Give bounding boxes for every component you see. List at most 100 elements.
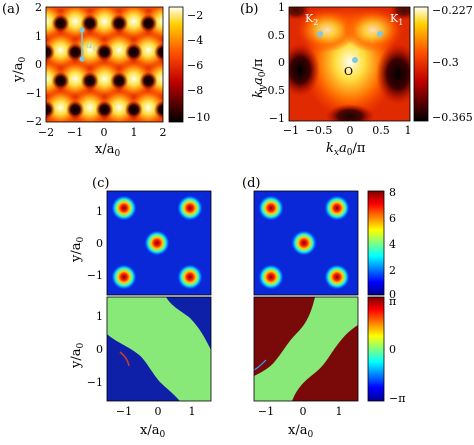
- heatmap-maximum: [129, 146, 167, 184]
- svg-text:−1: −1: [269, 112, 285, 125]
- heatmap-minimum: [66, 100, 85, 119]
- panel-c-yticks-top: 1 0 −1: [87, 205, 103, 282]
- heatmap-minimum: [183, 158, 201, 176]
- svg-text:4: 4: [389, 238, 396, 251]
- heatmap-maximum: [100, 31, 139, 70]
- heatmap-minimum: [139, 129, 157, 147]
- heatmap-minimum: [51, 71, 70, 90]
- svg-text:1: 1: [96, 205, 103, 218]
- panel-b-heatmap: [289, 7, 410, 121]
- heatmap-minimum: [154, 43, 163, 62]
- heatmap-minimum: [80, 71, 99, 90]
- panel-b-yticks: 1 0.5 0 −0.5 −1: [258, 1, 285, 125]
- density-peak: [177, 195, 203, 221]
- panel-c-xticks: −1 0 1: [116, 405, 196, 418]
- panel-c-ylabel-top: y/a0: [69, 237, 86, 263]
- heatmap-maximum: [188, 146, 226, 184]
- heatmap-maximum: [150, 117, 163, 122]
- svg-text:−0.5: −0.5: [258, 84, 285, 97]
- svg-text:−1: −1: [87, 269, 103, 282]
- svg-text:−0.3: −0.3: [432, 56, 459, 69]
- svg-text:2: 2: [35, 1, 42, 14]
- svg-text:8: 8: [389, 186, 396, 199]
- heatmap-maximum: [114, 59, 153, 98]
- panel-c-ylabel-bottom: y/a0: [69, 343, 86, 369]
- panel-a-label: (a): [2, 2, 20, 17]
- svg-text:0: 0: [278, 56, 285, 69]
- svg-text:−6: −6: [187, 59, 203, 72]
- panel-c-phase-frame: [106, 296, 212, 402]
- panel-a-frame: [45, 6, 164, 123]
- panel-b: (b) K2 K1 O −1 −0.5 0 0.5 1 1: [240, 1, 473, 158]
- svg-text:0: 0: [35, 58, 42, 71]
- svg-text:0: 0: [93, 44, 98, 53]
- point-o: [352, 57, 358, 63]
- heatmap-minimum: [96, 158, 114, 176]
- heatmap-minimum: [124, 43, 143, 62]
- svg-text:0: 0: [347, 124, 354, 137]
- density-peak: [258, 264, 284, 290]
- svg-text:1: 1: [35, 30, 42, 43]
- heatmap-maximum: [121, 117, 147, 122]
- density-peak: [111, 195, 137, 221]
- heatmap-minimum: [66, 158, 84, 176]
- panel-a-ylabel: y/a0: [11, 57, 28, 83]
- heatmap-maximum: [159, 146, 197, 184]
- panel-d-density: [254, 191, 358, 295]
- density-peak: [258, 195, 284, 221]
- panel-b-xticks: −1 −0.5 0 0.5 1: [283, 124, 412, 137]
- panel-b-xlabel: kxa0/π: [326, 141, 366, 158]
- density-peak: [144, 230, 170, 256]
- svg-text:−10: −10: [187, 111, 210, 124]
- density-peak: [324, 195, 350, 221]
- svg-text:−0.365: −0.365: [432, 111, 473, 124]
- panel-c-yticks-bottom: 1 0 −1: [87, 310, 103, 389]
- svg-text:0: 0: [155, 405, 162, 418]
- svg-text:−2: −2: [26, 115, 42, 128]
- svg-text:−1: −1: [283, 124, 299, 137]
- svg-text:0: 0: [300, 405, 307, 418]
- svg-text:π: π: [389, 295, 396, 308]
- density-peak: [291, 230, 317, 256]
- svg-text:0: 0: [96, 237, 103, 250]
- panel-c-density-frame: [106, 190, 212, 296]
- heatmap-minimum: [37, 158, 55, 176]
- svg-text:−2: −2: [187, 9, 203, 22]
- panel-a-heatmap: [8, 0, 226, 184]
- heatmap-minimum: [110, 14, 129, 33]
- svg-text:0: 0: [96, 343, 103, 356]
- panel-c-phase: [107, 297, 211, 401]
- svg-text:0: 0: [101, 126, 108, 139]
- svg-text:−1: −1: [258, 405, 274, 418]
- point-k2: [317, 31, 323, 37]
- panel-d-density-frame: [253, 190, 359, 296]
- heatmap-minimum: [80, 14, 99, 33]
- svg-text:−8: −8: [187, 84, 203, 97]
- panel-d-phase-frame: [253, 296, 359, 402]
- heatmap-minimum: [110, 71, 129, 90]
- heatmap-minimum: [154, 158, 172, 176]
- density-peak: [324, 264, 350, 290]
- heatmap-minimum: [8, 158, 26, 176]
- panel-c: (c) 1 0 −1 1 0 −1 −1 0 1: [69, 176, 212, 440]
- panel-d-xlabel: x/a0: [288, 423, 313, 440]
- panel-d-xticks: −1 0 1: [258, 405, 343, 418]
- heatmap-minimum: [8, 101, 26, 119]
- heatmap-minimum: [124, 100, 143, 119]
- heatmap-maximum: [62, 117, 88, 122]
- svg-text:−1: −1: [116, 405, 132, 418]
- heatmap-minimum: [125, 0, 143, 4]
- panel-d-label: (d): [242, 176, 260, 191]
- heatmap-maximum: [42, 146, 80, 184]
- svg-text:6: 6: [389, 212, 396, 225]
- svg-text:1: 1: [336, 405, 343, 418]
- panel-a: (a) a 0 −2 −1 0 1 2 2 1 0 −1 −2 x/a0 y/a…: [2, 0, 226, 184]
- phase-colorbar-ticks: π 0 −π: [389, 295, 405, 405]
- heatmap-maximum: [12, 146, 50, 184]
- svg-text:0.5: 0.5: [268, 29, 286, 42]
- svg-text:0: 0: [389, 288, 396, 301]
- svg-text:−2: −2: [38, 126, 54, 139]
- panel-a-annotation: a: [86, 38, 93, 51]
- svg-text:−0.227: −0.227: [432, 4, 473, 17]
- heatmap-minimum: [66, 0, 84, 4]
